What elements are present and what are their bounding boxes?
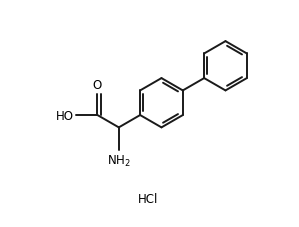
Text: O: O bbox=[93, 79, 102, 92]
Text: NH$_2$: NH$_2$ bbox=[107, 153, 131, 168]
Text: HCl: HCl bbox=[138, 192, 158, 205]
Text: HO: HO bbox=[56, 109, 74, 122]
